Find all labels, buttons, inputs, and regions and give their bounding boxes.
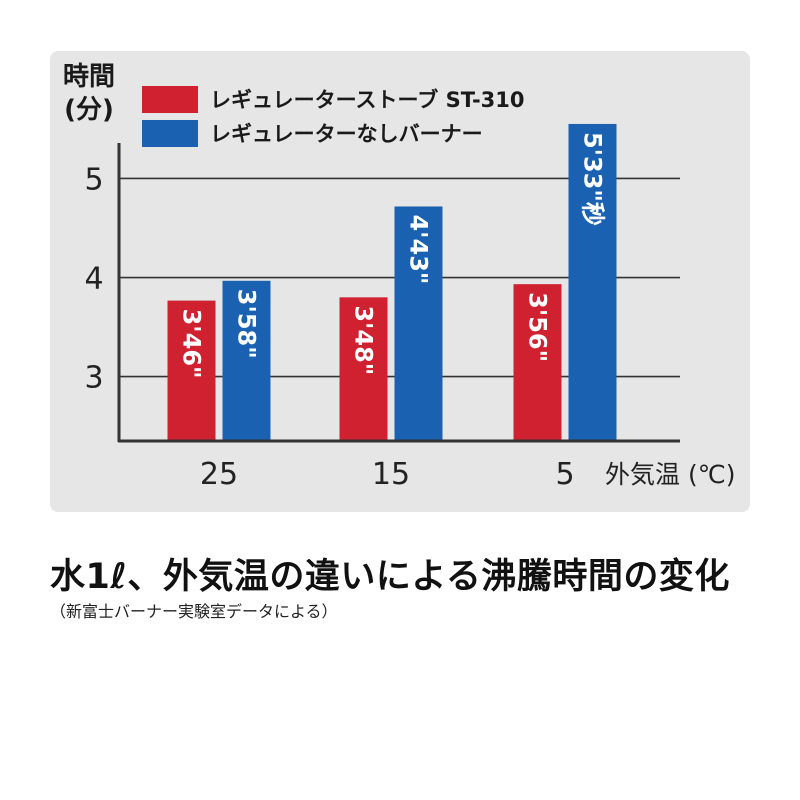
- x-axis-title: 外気温 (℃): [605, 460, 736, 489]
- legend-swatch: [142, 86, 198, 113]
- bar: [568, 123, 617, 441]
- bar-value-label: 3'46": [178, 309, 206, 379]
- bar: [513, 284, 562, 441]
- y-axis-title: (分): [64, 95, 114, 125]
- x-category-label: 5: [555, 457, 574, 492]
- caption-source: （新富士バーナー実験室データによる）: [50, 602, 338, 621]
- y-tick-label: 3: [84, 361, 103, 396]
- bar-value-label: 3'58": [233, 289, 261, 359]
- bar: [339, 297, 388, 441]
- legend-label: レギュレーターストーブ ST-310: [210, 88, 525, 112]
- bar-value-label: 4'43": [405, 214, 433, 284]
- bar: [394, 206, 443, 441]
- bar: [167, 300, 216, 441]
- bar-value-label: 3'56": [524, 292, 552, 362]
- legend-swatch: [142, 120, 198, 147]
- x-category-label: 25: [200, 457, 238, 492]
- y-axis-title: 時間: [63, 62, 115, 92]
- y-tick-label: 4: [84, 262, 103, 297]
- bar-value-label: 3'48": [350, 305, 378, 375]
- bar: [222, 280, 271, 441]
- bar-value-label: 5'33"秒: [579, 132, 607, 226]
- caption-title: 水1ℓ、外気温の違いによる沸騰時間の変化: [50, 557, 730, 597]
- y-tick-label: 5: [84, 162, 103, 197]
- legend-label: レギュレーターなしバーナー: [210, 122, 483, 146]
- x-category-label: 15: [372, 457, 410, 492]
